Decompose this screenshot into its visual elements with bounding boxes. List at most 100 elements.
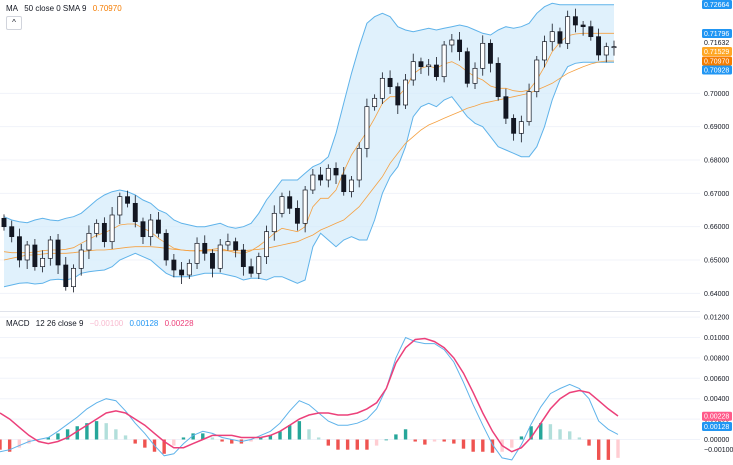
macd-histogram-bar bbox=[94, 421, 99, 440]
macd-tag: 0.00128 bbox=[702, 421, 732, 431]
macd-histogram-bar bbox=[307, 429, 311, 440]
candle-body bbox=[580, 24, 586, 28]
candle bbox=[179, 262, 185, 284]
candle-body bbox=[63, 264, 69, 288]
macd-axis-tick: 0.00800 bbox=[704, 355, 729, 362]
candle bbox=[310, 169, 316, 194]
macd-axis-tick: 0.01000 bbox=[704, 335, 729, 342]
candle bbox=[441, 41, 447, 83]
macd-histogram-bar bbox=[365, 439, 369, 450]
candle bbox=[603, 42, 609, 63]
candle bbox=[588, 20, 594, 41]
candle-body bbox=[364, 106, 370, 149]
candle bbox=[16, 228, 22, 268]
macd-histogram-bar bbox=[529, 426, 533, 440]
macd-histogram-bar bbox=[316, 437, 321, 440]
candle-body bbox=[86, 232, 92, 251]
candle-body bbox=[433, 64, 439, 78]
candle-body bbox=[294, 207, 300, 224]
macd-histogram-bar bbox=[162, 439, 166, 454]
macd-histogram-bar bbox=[452, 439, 456, 444]
candle-body bbox=[572, 16, 578, 26]
candle bbox=[325, 164, 331, 188]
price-tag: 0.71796 bbox=[702, 28, 732, 38]
macd-legend-macd-value: 0.00128 bbox=[129, 319, 159, 328]
candle-body bbox=[325, 167, 331, 181]
candle bbox=[217, 239, 223, 273]
macd-tag: −0.00100 bbox=[704, 447, 733, 454]
candle-body bbox=[240, 249, 246, 268]
macd-legend-label: MACD bbox=[6, 319, 30, 328]
ma-legend: MA 50 close 0 SMA 9 0.70970 bbox=[6, 4, 126, 13]
candle-body bbox=[279, 196, 285, 214]
candle bbox=[433, 57, 439, 81]
macd-histogram-bar bbox=[210, 437, 215, 440]
macd-histogram-bar bbox=[297, 421, 302, 440]
price-axis-tick: 0.64000 bbox=[704, 291, 729, 298]
candle-body bbox=[9, 226, 15, 238]
candle bbox=[580, 21, 586, 36]
candle bbox=[333, 162, 339, 184]
macd-tag-label: −0.00100 bbox=[704, 447, 733, 454]
candle bbox=[63, 257, 69, 291]
macd-histogram-bar bbox=[587, 439, 591, 446]
chevron-up-icon: ^ bbox=[12, 18, 16, 27]
price-tag-label: 0.71529 bbox=[704, 49, 729, 56]
candle bbox=[279, 192, 285, 218]
candle bbox=[125, 190, 130, 208]
candle bbox=[449, 34, 455, 53]
candle-body bbox=[225, 241, 231, 246]
candle bbox=[40, 250, 46, 273]
candle-body bbox=[47, 239, 53, 259]
macd-histogram-bar bbox=[249, 439, 253, 442]
collapse-legend-button[interactable]: ^ bbox=[6, 16, 22, 30]
macd-histogram-bar bbox=[191, 433, 195, 440]
candle-body bbox=[349, 179, 354, 193]
candle bbox=[109, 207, 115, 249]
macd-histogram-bar bbox=[278, 431, 282, 440]
candle bbox=[55, 234, 61, 274]
candle-body bbox=[155, 219, 161, 234]
candle bbox=[47, 236, 53, 266]
price-tag: 0.70970 bbox=[702, 56, 732, 66]
candle-body bbox=[518, 121, 524, 134]
candle-body bbox=[171, 259, 177, 271]
macd-histogram-bar bbox=[374, 439, 379, 446]
pane-divider[interactable] bbox=[0, 311, 700, 312]
candle bbox=[132, 195, 138, 228]
candle-body bbox=[441, 44, 447, 78]
candle-body bbox=[387, 77, 393, 88]
candle-body bbox=[140, 221, 146, 238]
candle-body bbox=[449, 39, 455, 46]
candle-body bbox=[356, 147, 362, 181]
macd-tag-label: 0.00128 bbox=[704, 424, 729, 431]
macd-histogram-bar bbox=[568, 431, 572, 440]
macd-histogram-bar bbox=[268, 435, 273, 440]
candle-body bbox=[148, 219, 154, 238]
price-axis-tick: 0.69000 bbox=[704, 124, 729, 131]
price-tag: 0.72664 bbox=[702, 0, 732, 10]
candle bbox=[426, 59, 432, 76]
macd-histogram-bar bbox=[143, 439, 147, 448]
macd-histogram-bar bbox=[539, 423, 543, 440]
candle-body bbox=[256, 256, 262, 274]
price-tag-label: 0.70928 bbox=[704, 68, 729, 75]
candle bbox=[534, 56, 540, 98]
candle bbox=[542, 35, 547, 68]
signal-line bbox=[0, 337, 619, 453]
candle bbox=[480, 35, 486, 76]
candle-body bbox=[372, 97, 378, 108]
macd-legend-signal-value: 0.00228 bbox=[164, 319, 194, 328]
candle-body bbox=[55, 239, 61, 266]
macd-histogram-bar bbox=[36, 439, 41, 441]
candle bbox=[318, 167, 324, 186]
candle bbox=[24, 241, 30, 269]
macd-histogram-bar bbox=[123, 435, 128, 440]
price-tag-label: 0.71632 bbox=[704, 40, 729, 47]
bollinger-lower-line bbox=[3, 61, 614, 288]
price-tag-bg bbox=[702, 56, 732, 66]
candle bbox=[225, 233, 231, 251]
macd-histogram-bar bbox=[606, 439, 611, 460]
candle-body bbox=[410, 61, 416, 81]
